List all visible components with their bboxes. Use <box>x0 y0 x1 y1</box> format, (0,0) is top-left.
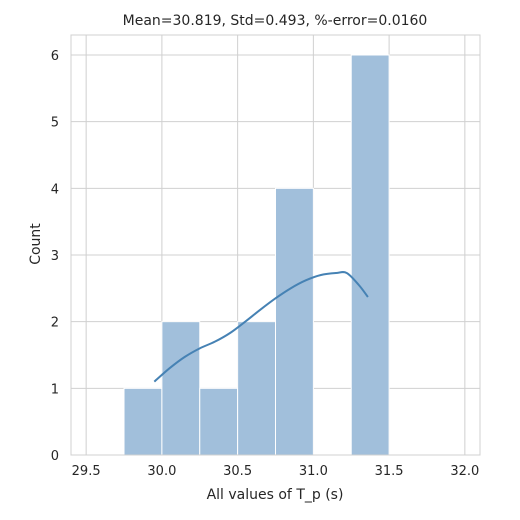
y-axis-ticks: 0 1 2 3 4 5 6 <box>51 49 59 464</box>
y-tick-label: 2 <box>51 316 59 331</box>
x-tick-label: 31.5 <box>375 464 404 479</box>
histogram-bar <box>350 54 390 456</box>
y-axis-label: Count <box>28 223 44 265</box>
y-tick-label: 5 <box>51 116 59 131</box>
histogram-bar <box>199 387 239 456</box>
y-tick-label: 1 <box>51 382 59 397</box>
x-tick-label: 30.5 <box>223 464 252 479</box>
x-tick-label: 32.0 <box>450 464 479 479</box>
x-tick-label: 31.0 <box>299 464 328 479</box>
histogram-bar <box>161 321 201 456</box>
plot-frame <box>70 34 481 456</box>
x-tick-label: 29.5 <box>72 464 101 479</box>
x-tick-label: 30.0 <box>147 464 176 479</box>
histogram-bar <box>123 387 163 456</box>
y-tick-label: 4 <box>51 182 59 197</box>
histogram-bar <box>275 187 314 456</box>
y-tick-label: 3 <box>51 249 59 264</box>
y-tick-label: 0 <box>51 449 59 464</box>
y-tick-label: 6 <box>51 49 59 64</box>
x-axis-label: All values of T_p (s) <box>207 487 344 503</box>
kde-curve <box>153 271 369 383</box>
x-axis-ticks: 29.5 30.0 30.5 31.0 31.5 32.0 <box>72 464 480 479</box>
chart-title: Mean=30.819, Std=0.493, %-error=0.0160 <box>123 13 428 29</box>
histogram-bar <box>237 321 276 456</box>
